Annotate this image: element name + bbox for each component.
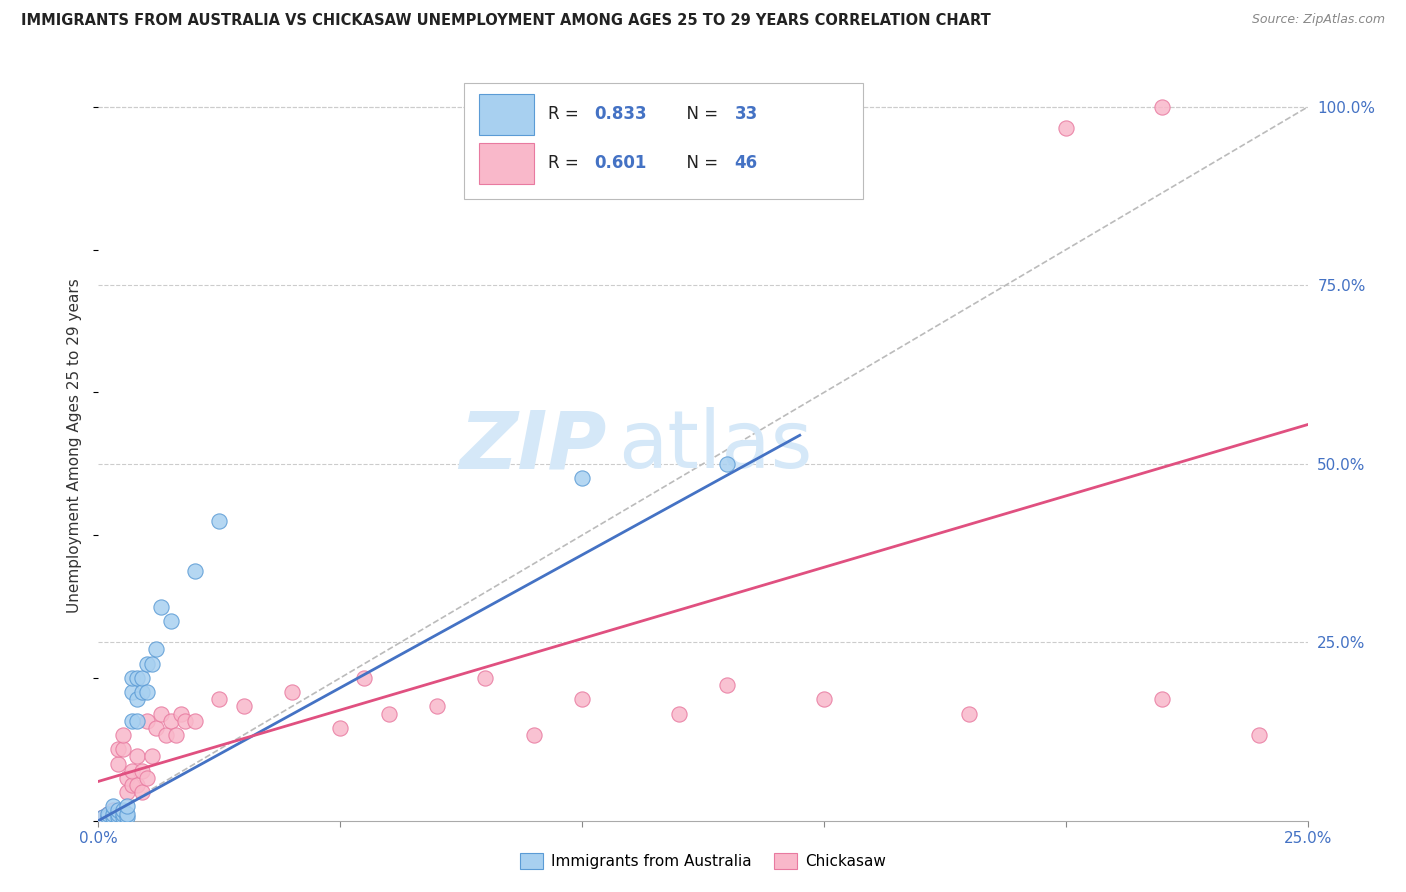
Point bbox=[174, 714, 197, 728]
Point bbox=[121, 671, 143, 685]
Point bbox=[111, 728, 134, 742]
Text: N =: N = bbox=[676, 154, 724, 172]
Point bbox=[208, 514, 231, 528]
Point bbox=[184, 714, 207, 728]
Point bbox=[91, 810, 114, 824]
Point bbox=[208, 692, 231, 706]
Point bbox=[111, 742, 134, 756]
Point bbox=[107, 756, 129, 771]
Point bbox=[117, 771, 139, 785]
Point bbox=[121, 764, 143, 778]
Point bbox=[117, 785, 139, 799]
Point bbox=[117, 810, 139, 824]
Point bbox=[150, 706, 173, 721]
Point bbox=[97, 806, 120, 821]
Point bbox=[571, 692, 593, 706]
Point bbox=[160, 714, 183, 728]
Point bbox=[107, 810, 129, 824]
Point bbox=[1249, 728, 1271, 742]
Point bbox=[101, 799, 124, 814]
Text: 33: 33 bbox=[734, 105, 758, 123]
Y-axis label: Unemployment Among Ages 25 to 29 years: Unemployment Among Ages 25 to 29 years bbox=[67, 278, 83, 614]
Point bbox=[141, 749, 163, 764]
Point bbox=[107, 742, 129, 756]
Point bbox=[571, 471, 593, 485]
Point bbox=[232, 699, 254, 714]
Point bbox=[135, 685, 157, 699]
Point bbox=[117, 806, 139, 821]
Point bbox=[131, 685, 153, 699]
Point bbox=[111, 806, 134, 821]
FancyBboxPatch shape bbox=[479, 94, 534, 135]
Point bbox=[101, 806, 124, 821]
Text: atlas: atlas bbox=[619, 407, 813, 485]
Point bbox=[813, 692, 835, 706]
Point bbox=[150, 599, 173, 614]
Point bbox=[1152, 100, 1174, 114]
Point bbox=[145, 721, 167, 735]
Text: R =: R = bbox=[548, 154, 585, 172]
Point bbox=[107, 803, 129, 817]
Point bbox=[474, 671, 496, 685]
Point bbox=[121, 714, 143, 728]
Point bbox=[117, 799, 139, 814]
Point bbox=[155, 728, 177, 742]
Point bbox=[131, 785, 153, 799]
Point bbox=[127, 671, 149, 685]
Text: N =: N = bbox=[676, 105, 724, 123]
Point bbox=[101, 803, 124, 817]
Point bbox=[107, 806, 129, 821]
Text: ZIP: ZIP bbox=[458, 407, 606, 485]
Point bbox=[165, 728, 187, 742]
Legend: Immigrants from Australia, Chickasaw: Immigrants from Australia, Chickasaw bbox=[515, 847, 891, 875]
Text: Source: ZipAtlas.com: Source: ZipAtlas.com bbox=[1251, 13, 1385, 27]
Point bbox=[127, 778, 149, 792]
Point bbox=[135, 771, 157, 785]
FancyBboxPatch shape bbox=[464, 83, 863, 199]
Point bbox=[97, 810, 120, 824]
Point bbox=[377, 706, 399, 721]
Point bbox=[97, 810, 120, 824]
Point bbox=[353, 671, 375, 685]
Point bbox=[160, 614, 183, 628]
Point bbox=[127, 749, 149, 764]
Text: 0.833: 0.833 bbox=[595, 105, 647, 123]
Text: IMMIGRANTS FROM AUSTRALIA VS CHICKASAW UNEMPLOYMENT AMONG AGES 25 TO 29 YEARS CO: IMMIGRANTS FROM AUSTRALIA VS CHICKASAW U… bbox=[21, 13, 991, 29]
Point bbox=[281, 685, 304, 699]
Point bbox=[135, 714, 157, 728]
Point bbox=[668, 706, 690, 721]
Point bbox=[716, 457, 738, 471]
Point bbox=[716, 678, 738, 692]
Point bbox=[127, 714, 149, 728]
Point bbox=[127, 692, 149, 706]
FancyBboxPatch shape bbox=[479, 143, 534, 184]
Point bbox=[111, 803, 134, 817]
Point bbox=[523, 728, 546, 742]
Point bbox=[91, 810, 114, 824]
Point bbox=[169, 706, 191, 721]
Point bbox=[426, 699, 449, 714]
Point bbox=[121, 778, 143, 792]
Point bbox=[131, 671, 153, 685]
Point bbox=[141, 657, 163, 671]
Point bbox=[145, 642, 167, 657]
Point bbox=[97, 806, 120, 821]
Point bbox=[957, 706, 980, 721]
Point bbox=[131, 764, 153, 778]
Point bbox=[111, 810, 134, 824]
Text: 46: 46 bbox=[734, 154, 758, 172]
Point bbox=[1152, 692, 1174, 706]
Text: R =: R = bbox=[548, 105, 585, 123]
Point bbox=[101, 810, 124, 824]
Text: 0.601: 0.601 bbox=[595, 154, 647, 172]
Point bbox=[121, 685, 143, 699]
Point bbox=[184, 564, 207, 578]
Point bbox=[101, 806, 124, 821]
Point bbox=[135, 657, 157, 671]
Point bbox=[329, 721, 352, 735]
Point bbox=[1054, 121, 1077, 136]
